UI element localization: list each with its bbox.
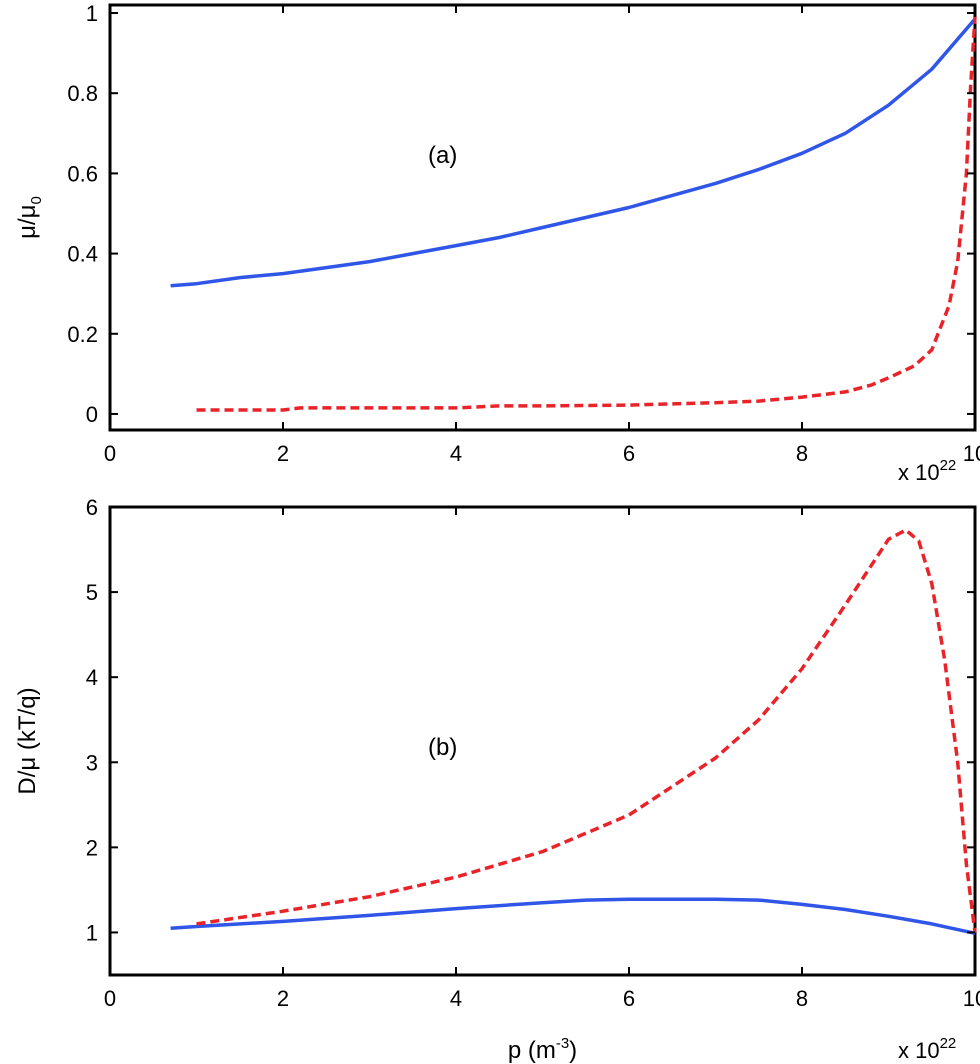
- x-tick-label-b-4: 8: [796, 986, 808, 1011]
- x-tick-label-a-2: 4: [450, 441, 462, 466]
- y-axis-label-a-sub: 0: [28, 196, 45, 204]
- x-tick-label-b-3: 6: [623, 986, 635, 1011]
- x-tick-label-a-0: 0: [104, 441, 116, 466]
- y-axis-label-b: D/μ (kT/q): [14, 687, 41, 794]
- panel-a: μ/μ0 (a) x 1022 024681000.20.40.60.81: [14, 1, 980, 485]
- panel-b: D/μ (kT/q) p (m-3) (b) x 1022 0246810123…: [14, 495, 980, 1064]
- y-tick-label-b-4: 5: [86, 580, 98, 605]
- x-exponent-b-power: 22: [940, 1035, 957, 1052]
- x-tick-label-a-4: 8: [796, 441, 808, 466]
- x-exponent-a-prefix: x 10: [898, 460, 940, 485]
- solid-blue-curve-b: [170, 897, 976, 936]
- plot-frame-a: [108, 3, 977, 432]
- x-exponent-a-power: 22: [940, 457, 957, 474]
- plot-frame-b: [108, 505, 977, 977]
- y-tick-label-b-3: 4: [86, 665, 98, 690]
- y-tick-label-a-3: 0.6: [67, 161, 98, 186]
- y-tick-label-a-1: 0.2: [67, 322, 98, 347]
- y-axis-label-a: μ/μ0: [14, 196, 45, 239]
- dashed-red-curve-a: [196, 16, 977, 412]
- y-tick-label-a-4: 0.8: [67, 81, 98, 106]
- x-tick-label-b-0: 0: [104, 986, 116, 1011]
- x-exponent-b-prefix: x 10: [898, 1038, 940, 1063]
- solid-blue-curve-a: [170, 17, 977, 288]
- x-axis-label-b-sup: -3: [556, 1035, 569, 1052]
- annotation-a: (a): [428, 142, 457, 169]
- x-exponent-b: x 1022: [898, 1035, 956, 1063]
- x-tick-label-a-5: 10: [963, 441, 980, 466]
- x-tick-label-b-5: 10: [963, 986, 980, 1011]
- x-tick-label-b-1: 2: [277, 986, 289, 1011]
- x-tick-label-a-1: 2: [277, 441, 289, 466]
- x-tick-label-a-3: 6: [623, 441, 635, 466]
- x-exponent-a: x 1022: [898, 457, 956, 485]
- dashed-red-curve-b: [196, 528, 977, 933]
- x-axis-label-b-base: p (m: [508, 1037, 556, 1064]
- annotation-b: (b): [428, 734, 457, 761]
- x-axis-label-b: p (m-3): [508, 1035, 577, 1064]
- y-tick-label-b-5: 6: [86, 495, 98, 520]
- y-tick-label-a-0: 0: [86, 402, 98, 427]
- x-tick-label-b-2: 4: [450, 986, 462, 1011]
- x-axis-label-b-tail: ): [569, 1037, 577, 1064]
- y-tick-label-a-5: 1: [86, 1, 98, 26]
- y-axis-label-a-base: μ/μ: [14, 205, 41, 239]
- y-tick-label-b-0: 1: [86, 920, 98, 945]
- y-tick-label-a-2: 0.4: [67, 242, 98, 267]
- y-tick-label-b-1: 2: [86, 835, 98, 860]
- y-tick-label-b-2: 3: [86, 750, 98, 775]
